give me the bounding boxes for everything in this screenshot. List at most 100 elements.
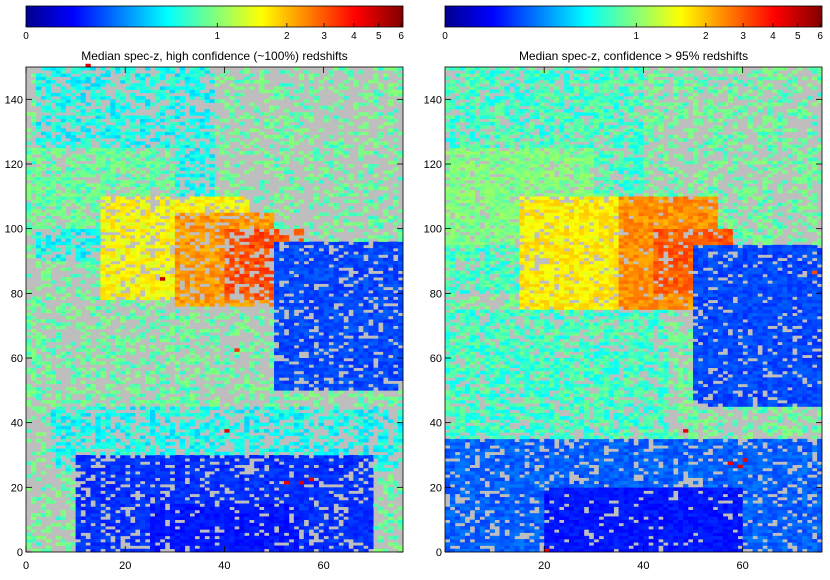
heatmap-cell bbox=[31, 465, 36, 469]
heatmap-cell bbox=[210, 255, 215, 259]
heatmap-cell bbox=[229, 287, 234, 291]
heatmap-cell bbox=[314, 313, 319, 317]
heatmap-cell bbox=[210, 251, 215, 255]
heatmap-cell bbox=[100, 436, 105, 440]
heatmap-cell bbox=[100, 374, 105, 378]
heatmap-cell bbox=[274, 546, 279, 550]
heatmap-cell bbox=[358, 423, 363, 427]
heatmap-cell bbox=[358, 267, 363, 271]
heatmap-cell bbox=[329, 329, 334, 333]
heatmap-cell bbox=[244, 413, 249, 417]
heatmap-cell bbox=[145, 510, 150, 514]
heatmap-cell bbox=[175, 264, 180, 268]
heatmap-cell bbox=[210, 429, 215, 433]
heatmap-cell bbox=[170, 542, 175, 546]
heatmap-cell bbox=[26, 300, 31, 304]
heatmap-cell bbox=[299, 329, 304, 333]
heatmap-cell bbox=[155, 439, 160, 443]
heatmap-cell bbox=[373, 274, 378, 278]
heatmap-cell bbox=[165, 516, 170, 520]
heatmap-cell bbox=[120, 494, 125, 498]
heatmap-cell bbox=[254, 426, 259, 430]
heatmap-cell bbox=[155, 513, 160, 517]
heatmap-cell bbox=[329, 539, 334, 543]
heatmap-cell bbox=[51, 487, 56, 491]
heatmap-cell bbox=[145, 452, 150, 456]
heatmap-cell bbox=[378, 251, 383, 255]
heatmap-cell bbox=[150, 280, 155, 284]
heatmap-cell bbox=[393, 546, 398, 550]
heatmap-cell bbox=[115, 542, 120, 546]
heatmap-cell bbox=[289, 287, 294, 291]
heatmap-cell bbox=[398, 413, 403, 417]
heatmap-cell bbox=[259, 520, 264, 524]
heatmap-cell bbox=[348, 481, 353, 485]
heatmap-cell bbox=[299, 484, 304, 488]
heatmap-cell bbox=[110, 297, 115, 301]
heatmap-cell bbox=[239, 510, 244, 514]
heatmap-cell bbox=[180, 300, 185, 304]
heatmap-cell bbox=[31, 468, 36, 472]
heatmap-cell bbox=[224, 381, 229, 385]
heatmap-cell bbox=[135, 264, 140, 268]
heatmap-cell bbox=[210, 371, 215, 375]
heatmap-cell bbox=[309, 280, 314, 284]
heatmap-cell bbox=[115, 407, 120, 411]
heatmap-cell bbox=[358, 416, 363, 420]
heatmap-cell bbox=[284, 235, 289, 239]
heatmap-cell bbox=[279, 235, 284, 239]
heatmap-cell bbox=[105, 423, 110, 427]
heatmap-cell bbox=[155, 487, 160, 491]
heatmap-cell bbox=[170, 413, 175, 417]
heatmap-cell bbox=[31, 335, 36, 339]
heatmap-cell bbox=[388, 364, 393, 368]
heatmap-cell bbox=[130, 297, 135, 301]
heatmap-cell bbox=[215, 248, 220, 252]
heatmap-cell bbox=[81, 238, 86, 242]
heatmap-cell bbox=[244, 274, 249, 278]
heatmap-cell bbox=[229, 487, 234, 491]
heatmap-cell bbox=[289, 310, 294, 314]
heatmap-cell bbox=[358, 342, 363, 346]
heatmap-cell bbox=[160, 390, 165, 394]
heatmap-cell bbox=[219, 287, 224, 291]
heatmap-cell bbox=[279, 384, 284, 388]
heatmap-cell bbox=[259, 471, 264, 475]
heatmap-cell bbox=[229, 455, 234, 459]
heatmap-cell bbox=[155, 287, 160, 291]
heatmap-cell bbox=[254, 371, 259, 375]
heatmap-cell bbox=[195, 481, 200, 485]
heatmap-cell bbox=[234, 400, 239, 404]
heatmap-cell bbox=[269, 290, 274, 294]
heatmap-cell bbox=[398, 546, 403, 550]
heatmap-cell bbox=[130, 504, 135, 508]
heatmap-cell bbox=[319, 500, 324, 504]
heatmap-cell bbox=[185, 261, 190, 265]
heatmap-cell bbox=[244, 387, 249, 391]
heatmap-cell bbox=[339, 546, 344, 550]
heatmap-cell bbox=[254, 436, 259, 440]
heatmap-cell bbox=[244, 513, 249, 517]
heatmap-cell bbox=[195, 520, 200, 524]
heatmap-cell bbox=[95, 284, 100, 288]
heatmap-cell bbox=[329, 258, 334, 262]
heatmap-cell bbox=[309, 507, 314, 511]
heatmap-cell bbox=[150, 491, 155, 495]
heatmap-cell bbox=[329, 271, 334, 275]
heatmap-cell bbox=[145, 277, 150, 281]
heatmap-cell bbox=[155, 242, 160, 246]
heatmap-cell bbox=[210, 536, 215, 540]
heatmap-cell bbox=[190, 461, 195, 465]
heatmap-cell bbox=[373, 322, 378, 326]
heatmap-cell bbox=[363, 264, 368, 268]
heatmap-cell bbox=[294, 297, 299, 301]
heatmap-cell bbox=[269, 352, 274, 356]
heatmap-cell bbox=[239, 287, 244, 291]
heatmap-cell bbox=[309, 358, 314, 362]
heatmap-cell bbox=[165, 280, 170, 284]
heatmap-cell bbox=[215, 258, 220, 262]
heatmap-cell bbox=[339, 500, 344, 504]
heatmap-cell bbox=[309, 419, 314, 423]
heatmap-cell bbox=[41, 529, 46, 533]
